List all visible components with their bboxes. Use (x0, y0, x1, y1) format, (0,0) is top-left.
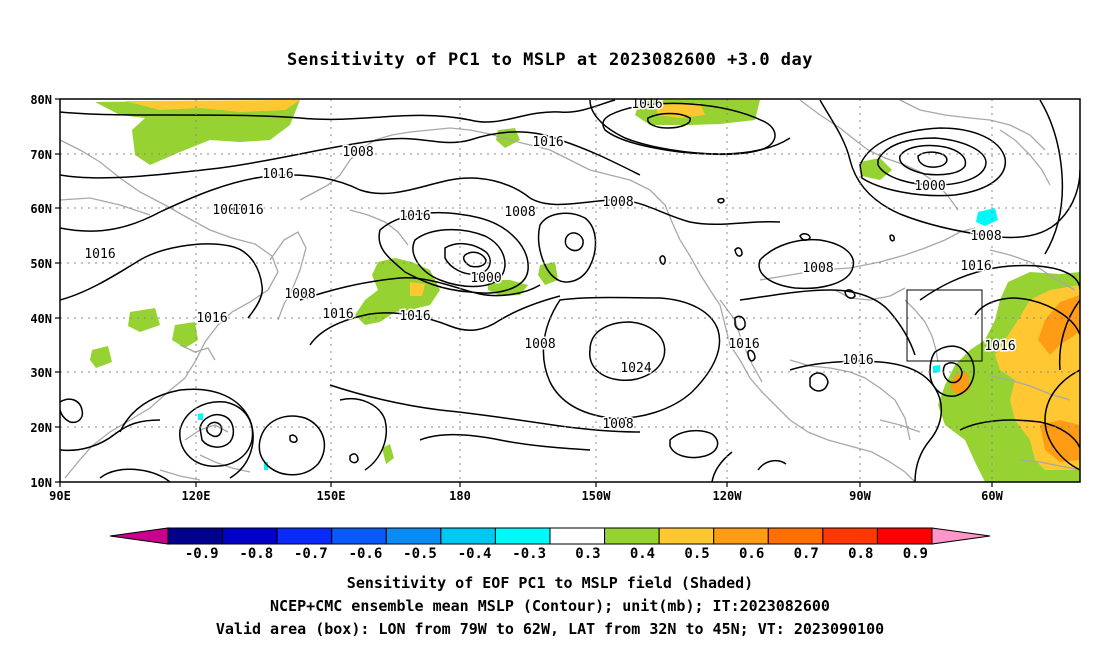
lat-label: 80N (30, 93, 52, 107)
colorbar-label: -0.7 (294, 546, 328, 562)
colorbar-label: 0.8 (848, 546, 873, 562)
contour-label: 1016 (842, 353, 873, 368)
contour-label: 1016 (232, 203, 263, 218)
lat-label: 70N (30, 148, 52, 162)
lat-label: 10N (30, 476, 52, 490)
colorbar-swatch (549, 527, 606, 545)
lon-label: 60W (981, 489, 1003, 503)
chart-title: Sensitivity of PC1 to MSLP at 2023082600… (286, 50, 813, 70)
contour-label: 1016 (728, 337, 759, 352)
contour-label: 1000 (914, 179, 945, 194)
caption-line-2: NCEP+CMC ensemble mean MSLP (Contour); u… (270, 597, 830, 615)
gridlines (60, 99, 1080, 482)
contour-label: 1016 (196, 311, 227, 326)
caption-line-3: Valid area (box): LON from 79W to 62W, L… (215, 620, 885, 638)
lon-label: 150E (317, 489, 346, 503)
lon-label: 150W (582, 489, 612, 503)
colorbar-label: -0.9 (185, 546, 219, 562)
colorbar-swatch (167, 527, 224, 545)
coastlines (60, 99, 1080, 482)
colorbar-swatch (713, 527, 769, 545)
colorbar-label: 0.7 (794, 546, 819, 562)
contour-label: 1008 (602, 417, 633, 432)
valid-area-box (906, 289, 983, 362)
contour-label: 1016 (631, 97, 662, 112)
colorbar-right-triangle (931, 527, 991, 545)
colorbar-swatch (767, 527, 824, 545)
colorbar-label: -0.5 (403, 546, 437, 562)
contour-label: 1008 (802, 261, 833, 276)
colorbar-label: -0.3 (512, 546, 546, 562)
contour-label: 1008 (342, 145, 373, 160)
longitude-labels: 90E 120E 150E 180 150W 120W 90W 60W (49, 489, 1003, 503)
colorbar-swatch (276, 527, 333, 545)
contour-label: 1016 (84, 247, 115, 262)
latitude-labels: 80N 70N 60N 50N 40N 30N 20N 10N (30, 93, 52, 490)
contour-label: 1008 (504, 205, 535, 220)
caption-line-1: Sensitivity of EOF PC1 to MSLP field (Sh… (346, 574, 754, 592)
lon-label: 180 (449, 489, 471, 503)
lon-label: 90W (849, 489, 871, 503)
colorbar-label: 0.4 (630, 546, 655, 562)
contour-label: 1016 (262, 167, 293, 182)
shaded-sensitivity (90, 100, 1080, 482)
contour-label: 1000 (470, 271, 501, 286)
contour-label: 1008 (284, 287, 315, 302)
colorbar-swatch (222, 527, 278, 545)
colorbar-swatch (385, 527, 442, 545)
colorbar-label: 0.9 (903, 546, 928, 562)
contour-label: 1016 (322, 307, 353, 322)
contour-label: 1008 (524, 337, 555, 352)
lat-label: 60N (30, 202, 52, 216)
lon-label: 120E (182, 489, 211, 503)
colorbar-label: -0.6 (349, 546, 383, 562)
lat-label: 50N (30, 257, 52, 271)
colorbar-label: -0.8 (239, 546, 273, 562)
mslp-contours (60, 99, 1080, 482)
contour-label: 1024 (620, 361, 651, 376)
contour-label: 1008 (970, 229, 1001, 244)
colorbar-swatch (604, 527, 660, 545)
colorbar-swatch (494, 527, 551, 545)
colorbar-label: -0.4 (458, 546, 492, 562)
colorbar-swatch (331, 527, 387, 545)
contour-label: 1016 (984, 339, 1015, 354)
contour-label: 1016 (399, 209, 430, 224)
lat-label: 30N (30, 366, 52, 380)
lat-label: 40N (30, 312, 52, 326)
contour-label: 1016 (399, 309, 430, 324)
lon-label: 120W (713, 489, 743, 503)
colorbar-label: 0.5 (684, 546, 709, 562)
contour-label: 1016 (960, 259, 991, 274)
colorbar-left-triangle (109, 527, 169, 545)
contour-label: 1016 (532, 135, 563, 150)
contour-label: 1008 (602, 195, 633, 210)
colorbar-swatch (440, 527, 496, 545)
contour-label: 1008 (212, 203, 243, 218)
colorbar-swatch (876, 527, 933, 545)
colorbar-swatch (658, 527, 715, 545)
lat-label: 20N (30, 421, 52, 435)
colorbar-label: 0.6 (739, 546, 764, 562)
lon-label: 90E (49, 489, 71, 503)
colorbar-label: 0.3 (575, 546, 600, 562)
colorbar-swatch (822, 527, 878, 545)
map-frame (59, 98, 1081, 483)
axis-ticks (55, 98, 993, 487)
colorbar: -0.9 -0.8 -0.7 -0.6 -0.5 -0.4 -0.3 0.3 0.4 0.5 0.6… (109, 527, 991, 562)
